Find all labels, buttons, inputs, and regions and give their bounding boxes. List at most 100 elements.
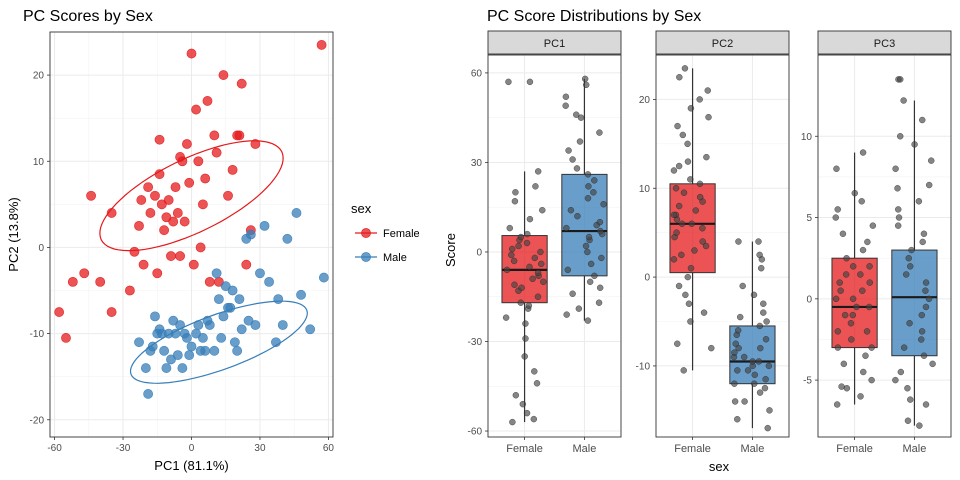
jitter-point bbox=[564, 266, 572, 274]
scatter-point-female bbox=[198, 199, 208, 210]
jitter-point bbox=[762, 336, 770, 343]
jitter-point bbox=[865, 303, 873, 311]
scatter-point-male bbox=[318, 272, 329, 283]
scatter-point-male bbox=[225, 302, 236, 313]
jitter-point bbox=[534, 168, 542, 175]
jitter-point bbox=[892, 376, 899, 384]
jitter-point bbox=[900, 344, 908, 351]
scatter-point-female bbox=[79, 268, 90, 279]
jitter-point bbox=[837, 287, 844, 294]
jitter-point bbox=[684, 140, 691, 148]
scatter-point-male bbox=[182, 333, 192, 343]
scatter-point-female bbox=[234, 130, 245, 141]
facet-strip-label: PC2 bbox=[712, 38, 733, 50]
jitter-point bbox=[736, 313, 744, 321]
scatter-point-female bbox=[124, 285, 135, 296]
jitter-point bbox=[675, 202, 683, 210]
scatter-point-female bbox=[204, 276, 215, 287]
facet-strip bbox=[655, 30, 790, 55]
jitter-point bbox=[576, 138, 584, 145]
jitter-point bbox=[512, 189, 519, 196]
boxplot-y-axis-label: Score bbox=[443, 233, 458, 267]
jitter-point bbox=[866, 279, 874, 286]
facet-strip-label: PC1 bbox=[544, 38, 565, 50]
jitter-point bbox=[840, 360, 848, 368]
jitter-point bbox=[927, 157, 935, 164]
jitter-point bbox=[678, 220, 686, 228]
facet-ytick-label: 20 bbox=[639, 95, 651, 106]
jitter-point bbox=[600, 200, 607, 208]
jitter-point bbox=[857, 271, 864, 278]
jitter-point bbox=[905, 254, 912, 262]
facet-ytick-label: -30 bbox=[468, 337, 483, 348]
scatter-point-male bbox=[175, 320, 185, 330]
scatter-point-female bbox=[145, 208, 156, 218]
scatter-point-female bbox=[202, 96, 213, 106]
scatter-point-female bbox=[177, 156, 188, 167]
scatter-point-male bbox=[198, 333, 208, 343]
jitter-point bbox=[760, 300, 767, 307]
jitter-point bbox=[904, 417, 912, 424]
confidence-ellipse-male bbox=[129, 300, 308, 384]
jitter-point bbox=[892, 165, 899, 173]
scatter-point-male bbox=[229, 337, 240, 348]
jitter-point bbox=[859, 246, 867, 254]
facet-panel-border bbox=[817, 54, 952, 438]
jitter-point bbox=[705, 113, 712, 121]
facet-xtick-label: Male bbox=[573, 443, 597, 455]
facet-ytick-label: -10 bbox=[636, 361, 651, 372]
jitter-point bbox=[670, 211, 678, 219]
jitter-point bbox=[902, 271, 910, 278]
jitter-point bbox=[517, 299, 525, 306]
jitter-point bbox=[687, 318, 694, 325]
boxplot-title: PC Score Distributions by Sex bbox=[487, 8, 701, 25]
scatter-point-female bbox=[172, 208, 183, 218]
jitter-point bbox=[511, 197, 519, 205]
jitter-point bbox=[684, 273, 692, 281]
jitter-point bbox=[506, 224, 514, 232]
scatter-point-male bbox=[186, 341, 197, 352]
jitter-point bbox=[868, 376, 875, 384]
jitter-point bbox=[674, 122, 681, 130]
jitter-point bbox=[700, 309, 708, 316]
jitter-point bbox=[740, 353, 748, 361]
scatter-point-male bbox=[161, 363, 172, 373]
scatter-point-female bbox=[179, 216, 190, 227]
scatter-title: PC Scores by Sex bbox=[23, 8, 153, 25]
jitter-point bbox=[508, 245, 516, 253]
jitter-point bbox=[925, 181, 933, 189]
jitter-point bbox=[696, 193, 704, 201]
jitter-point bbox=[696, 96, 703, 103]
jitter-point bbox=[529, 275, 536, 283]
facet-xtick-label: Female bbox=[674, 443, 711, 455]
scatter-point-female bbox=[227, 164, 238, 175]
scatter-point-male bbox=[245, 229, 256, 240]
jitter-point bbox=[503, 266, 511, 274]
legend-key-point-male bbox=[361, 252, 371, 262]
jitter-point bbox=[919, 116, 926, 124]
jitter-point bbox=[530, 415, 538, 423]
facet-ytick-label: 10 bbox=[801, 132, 813, 143]
scatter-xtick-label: 60 bbox=[323, 443, 335, 454]
jitter-point bbox=[906, 263, 914, 270]
scatter-point-female bbox=[86, 190, 96, 201]
jitter-point bbox=[702, 242, 710, 250]
scatter-panel-border bbox=[49, 31, 334, 438]
scatter-point-male bbox=[150, 311, 160, 322]
jitter-point bbox=[859, 287, 866, 294]
jitter-point bbox=[922, 287, 929, 294]
jitter-point bbox=[531, 254, 539, 262]
jitter-point bbox=[533, 380, 541, 387]
scatter-y-axis-label: PC2 (13.8%) bbox=[6, 197, 21, 271]
jitter-point bbox=[696, 180, 704, 188]
jitter-point bbox=[849, 295, 857, 303]
jitter-point bbox=[734, 415, 741, 423]
jitter-point bbox=[596, 129, 603, 136]
jitter-point bbox=[757, 264, 765, 272]
scatter-point-male bbox=[140, 363, 151, 373]
legend-title: sex bbox=[351, 201, 372, 216]
box-male bbox=[891, 249, 938, 357]
jitter-point bbox=[687, 176, 694, 183]
scatter-point-male bbox=[277, 320, 288, 330]
